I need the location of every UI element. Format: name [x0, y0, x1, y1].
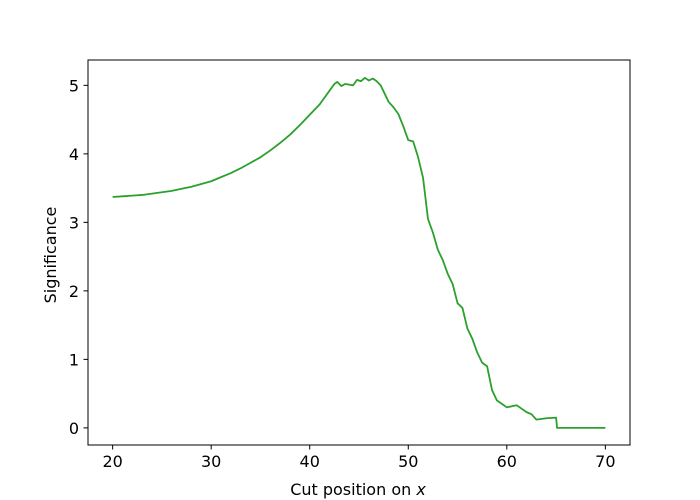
axes-frame [87, 59, 631, 446]
x-axis-ticks: 20 30 40 50 60 70 [102, 445, 616, 471]
x-tick-label: 20 [102, 452, 122, 471]
y-axis-ticks: 0 1 2 3 4 5 [69, 76, 88, 438]
x-tick-label: 70 [595, 452, 615, 471]
series-line-1 [112, 76, 606, 429]
y-tick-label: 2 [69, 282, 79, 301]
y-tick-label: 3 [69, 213, 79, 232]
y-tick-label: 1 [69, 350, 79, 369]
x-tick-label: 60 [497, 452, 517, 471]
y-tick-label: 0 [69, 419, 79, 438]
y-axis-label: Significance [41, 207, 60, 304]
y-tick-label: 4 [69, 145, 79, 164]
x-tick-label: 30 [201, 452, 221, 471]
x-tick-label: 40 [300, 452, 320, 471]
x-tick-label: 50 [398, 452, 418, 471]
x-axis-label: Cut position on x [290, 480, 426, 499]
y-tick-label: 5 [69, 76, 79, 95]
plot-area [87, 59, 631, 446]
